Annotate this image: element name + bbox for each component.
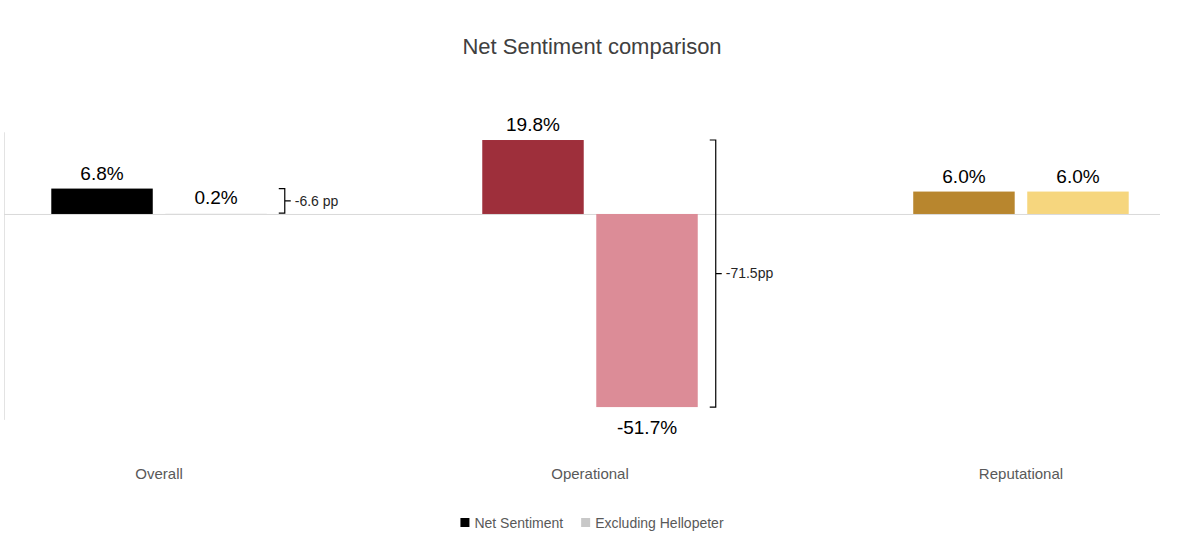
x-tick-label: Overall <box>135 465 183 482</box>
data-labels: 6.8% 19.8% 6.0% 0.2% -51.7% 6.0% <box>80 114 1099 438</box>
legend-swatch <box>460 518 469 527</box>
x-tick-label: Operational <box>551 465 629 482</box>
y-tick <box>4 214 1160 215</box>
x-tick: Operational <box>551 465 629 482</box>
legend: Net Sentiment Excluding Hellopeter <box>460 515 723 531</box>
annotations: -6.6 pp -71.5pp <box>279 140 774 407</box>
data-label: -51.7% <box>617 417 677 438</box>
y-axis-line <box>4 132 5 420</box>
bracket <box>279 189 291 214</box>
chart: Net Sentiment comparison Overall Operation… <box>0 0 1184 560</box>
title: Net Sentiment comparison <box>462 34 721 59</box>
legend-label: Net Sentiment <box>474 515 563 531</box>
y-axis <box>4 132 1160 420</box>
annotation: -6.6 pp <box>295 193 339 209</box>
bar <box>482 140 583 214</box>
bar <box>165 213 266 215</box>
data-label: 6.0% <box>942 166 985 187</box>
x-tick: Reputational <box>979 465 1063 482</box>
x-tick: Overall <box>135 465 183 482</box>
data-label: 6.8% <box>80 163 123 184</box>
bar <box>913 192 1014 214</box>
bar <box>51 189 152 214</box>
bars <box>51 140 1128 407</box>
bracket <box>710 140 722 407</box>
bar <box>596 214 697 407</box>
annotation: -71.5pp <box>726 265 774 281</box>
data-label: 19.8% <box>506 114 560 135</box>
bar <box>1027 192 1128 214</box>
data-label: 0.2% <box>194 187 237 208</box>
legend-swatch <box>581 518 590 527</box>
x-axis: Overall Operational Reputational <box>135 465 1063 482</box>
legend-item: Excluding Hellopeter <box>581 515 724 531</box>
x-tick-label: Reputational <box>979 465 1063 482</box>
grid-line <box>4 214 1160 215</box>
legend-label: Excluding Hellopeter <box>595 515 724 531</box>
data-label: 6.0% <box>1056 166 1099 187</box>
legend-item: Net Sentiment <box>460 515 563 531</box>
